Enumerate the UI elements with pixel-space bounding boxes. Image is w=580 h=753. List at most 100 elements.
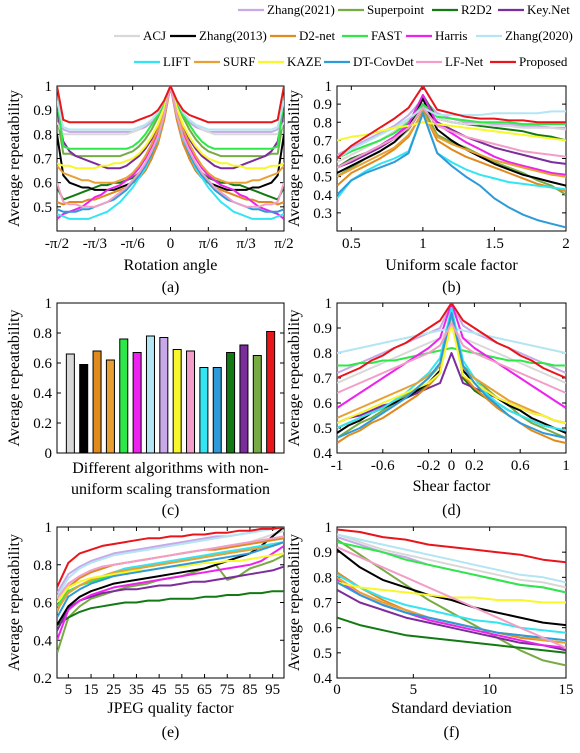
series-line (337, 106, 566, 160)
chart-panel: 0.4 0.5 0.6 0.7 0.8 0.9 1 Average repeatability… (286, 296, 570, 519)
series-line (57, 86, 284, 201)
legend-label: Zhang(2020) (505, 28, 573, 43)
y-tick-label: 0.4 (313, 188, 332, 204)
series-line (337, 548, 566, 627)
y-axis-label: Average repeatability (6, 90, 23, 227)
y-tick-label: 0.5 (313, 170, 332, 186)
y-tick-label: 0.8 (33, 127, 52, 143)
x-tick-label: -π/6 (121, 236, 146, 252)
y-tick-label: 1 (325, 296, 333, 312)
y-tick-label: 0.7 (313, 133, 332, 149)
y-tick-label: 0.7 (313, 371, 332, 387)
bar (212, 367, 222, 454)
y-tick-label: 0 (45, 446, 53, 462)
series-line (57, 590, 284, 626)
y-tick-label: 0.8 (313, 570, 332, 586)
series-line (337, 581, 566, 642)
x-tick-label: -π/3 (83, 236, 107, 252)
legend-label: Zhang(2021) (267, 2, 335, 17)
series-line (337, 327, 566, 354)
series-line (337, 110, 566, 193)
legend-item: KAZE (258, 54, 322, 69)
y-tick-label: 1 (325, 520, 333, 536)
series-line (337, 86, 566, 160)
series-line (337, 303, 566, 379)
x-tick-label: 0 (333, 682, 341, 698)
y-tick-label: 0.6 (313, 621, 332, 637)
bar (92, 350, 102, 454)
legend-label: ACJ (143, 28, 166, 43)
series-line (337, 112, 566, 178)
y-axis-label: Average repeatability (6, 310, 23, 447)
x-tick-label: π/6 (199, 236, 219, 252)
y-tick-label: 0.4 (313, 671, 332, 687)
y-tick-label: 0.8 (313, 346, 332, 362)
x-tick-label: π/3 (237, 236, 256, 252)
legend-label: Superpoint (367, 2, 424, 17)
y-tick-label: 0.4 (33, 386, 52, 402)
legend-item: LF-Net (416, 54, 484, 69)
bar (159, 337, 169, 454)
series-line (337, 538, 566, 667)
bar (79, 364, 89, 454)
series-line (337, 97, 566, 187)
chart-panel: 0.3 0.4 0.5 0.6 0.7 0.8 0.9 1 Average repeatabil… (286, 79, 570, 296)
bar (226, 352, 236, 454)
y-tick-label: 0.9 (33, 103, 52, 119)
series-line (57, 86, 284, 184)
y-tick-label: 0.9 (313, 97, 332, 113)
legend-label: KAZE (287, 54, 322, 69)
x-tick-label: 45 (152, 682, 167, 698)
series-line (57, 86, 284, 191)
series-group (337, 303, 566, 444)
y-tick-label: 0.2 (33, 671, 52, 687)
bar (199, 367, 209, 454)
series-line (57, 86, 284, 170)
y-tick-label: 0.7 (33, 152, 52, 168)
series-group (337, 528, 566, 667)
legend: Zhang(2021) Superpoint R2D2 Key.Net ACJ Zhang… (114, 2, 573, 69)
series-line (57, 527, 284, 588)
panel-caption: (a) (162, 279, 180, 296)
series-line (337, 533, 566, 589)
x-tick-label: 65 (197, 682, 212, 698)
y-tick-label: 0.6 (313, 152, 332, 168)
series-line (57, 86, 284, 124)
series-line (57, 86, 284, 208)
x-tick-label: 5 (65, 682, 73, 698)
legend-label: Proposed (519, 54, 568, 69)
legend-item: LIFT (134, 54, 191, 69)
x-axis-label: JPEG quality factor (107, 700, 234, 717)
y-tick-label: 0.3 (313, 206, 332, 222)
x-tick-label: 95 (265, 682, 280, 698)
bar (172, 349, 182, 454)
legend-item: DT-CovDet (324, 54, 414, 69)
series-line (337, 103, 566, 169)
legend-item: SURF (194, 54, 256, 69)
x-tick-label: 55 (174, 682, 189, 698)
series-line (57, 86, 284, 158)
y-tick-label: 0.8 (33, 326, 52, 342)
x-tick-label: 1 (419, 236, 427, 252)
x-tick-label: 0.5 (342, 236, 361, 252)
series-line (57, 86, 284, 136)
series-line (57, 86, 284, 133)
x-tick-label: 0.2 (465, 458, 484, 474)
y-tick-label: 0.8 (33, 558, 52, 574)
series-line (57, 541, 284, 611)
panel-caption: (c) (162, 502, 180, 519)
y-tick-label: 0.4 (313, 446, 332, 462)
x-tick-label: -1 (331, 458, 344, 474)
series-line (57, 545, 284, 641)
series-line (57, 527, 284, 598)
series-line (337, 347, 566, 367)
legend-label: FAST (371, 28, 402, 43)
bar (252, 355, 262, 454)
series-line (57, 541, 284, 619)
y-tick-label: 0.8 (313, 115, 332, 131)
bar (119, 338, 129, 454)
y-tick-label: 0.6 (313, 396, 332, 412)
y-axis-label: Average repeatability (6, 534, 23, 671)
series-line (337, 121, 566, 142)
